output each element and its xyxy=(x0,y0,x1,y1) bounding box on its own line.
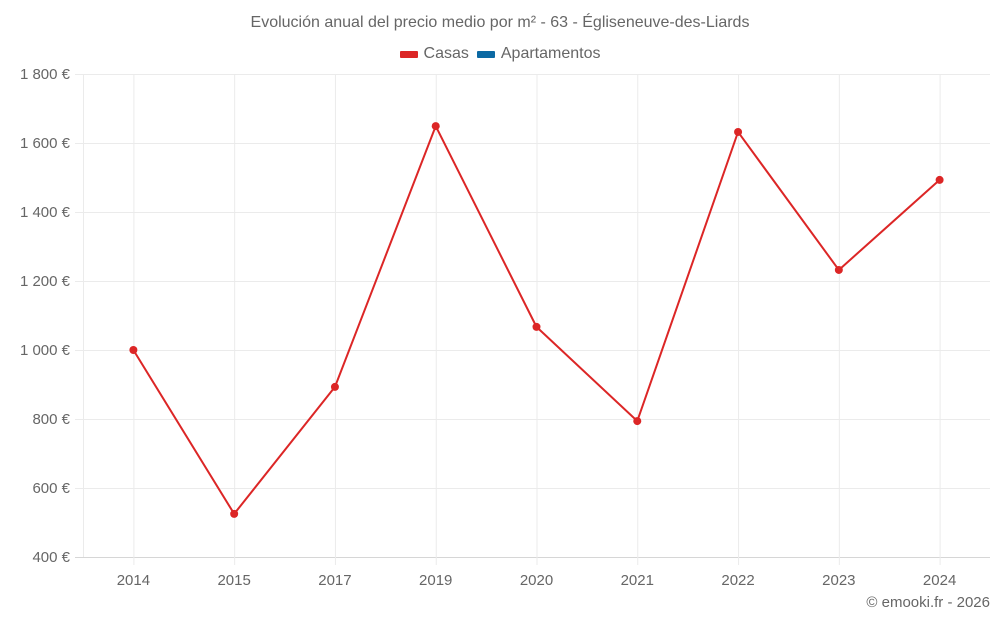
data-point-marker xyxy=(935,175,944,184)
x-tick-label: 2014 xyxy=(117,572,150,589)
x-tick-label: 2019 xyxy=(419,572,452,589)
legend-swatch-apartamentos xyxy=(476,50,495,58)
y-tick-label: 600 € xyxy=(32,480,70,497)
x-tick-label: 2022 xyxy=(721,572,754,589)
data-point-marker xyxy=(431,122,440,131)
data-point-marker xyxy=(330,382,339,391)
series-casas xyxy=(129,122,944,518)
x-tick-label: 2021 xyxy=(621,572,654,589)
x-axis: 2014 2015 2017 2019 2020 2021 2022 2023 2024 xyxy=(117,572,957,589)
legend-item-apartamentos[interactable]: Apartamentos xyxy=(476,45,601,63)
credit-text: © emooki.fr - 2026 xyxy=(866,594,990,611)
y-tick-label: 1 400 € xyxy=(20,204,71,221)
y-tick-label: 1 800 € xyxy=(20,66,71,83)
legend-item-casas[interactable]: Casas xyxy=(399,45,469,63)
x-tick-label: 2017 xyxy=(318,572,351,589)
chart-title: Evolución anual del precio medio por m² … xyxy=(250,14,750,31)
legend-label-apartamentos: Apartamentos xyxy=(500,45,601,62)
legend-swatch-casas xyxy=(399,50,418,58)
chart-legend: Casas Apartamentos xyxy=(0,45,1000,63)
data-point-marker xyxy=(734,127,743,136)
y-tick-label: 1 200 € xyxy=(20,273,71,290)
data-point-marker xyxy=(633,417,642,426)
x-tick-label: 2020 xyxy=(520,572,553,589)
y-tick-label: 400 € xyxy=(32,549,70,566)
data-point-marker xyxy=(834,265,843,274)
y-tick-label: 1 000 € xyxy=(20,342,71,359)
data-point-marker xyxy=(129,346,138,354)
data-point-marker xyxy=(532,322,541,331)
data-point-marker xyxy=(230,509,239,518)
y-tick-label: 800 € xyxy=(32,411,70,428)
x-tick-label: 2015 xyxy=(217,572,250,589)
y-axis: 400 € 600 € 800 € 1 000 € 1 200 € 1 400 € 1 60… xyxy=(20,66,71,566)
x-tick-label: 2024 xyxy=(923,572,956,589)
legend-label-casas: Casas xyxy=(423,45,469,62)
x-tick-label: 2023 xyxy=(822,572,855,589)
y-tick-label: 1 600 € xyxy=(20,135,71,152)
grid-lines xyxy=(75,74,990,565)
